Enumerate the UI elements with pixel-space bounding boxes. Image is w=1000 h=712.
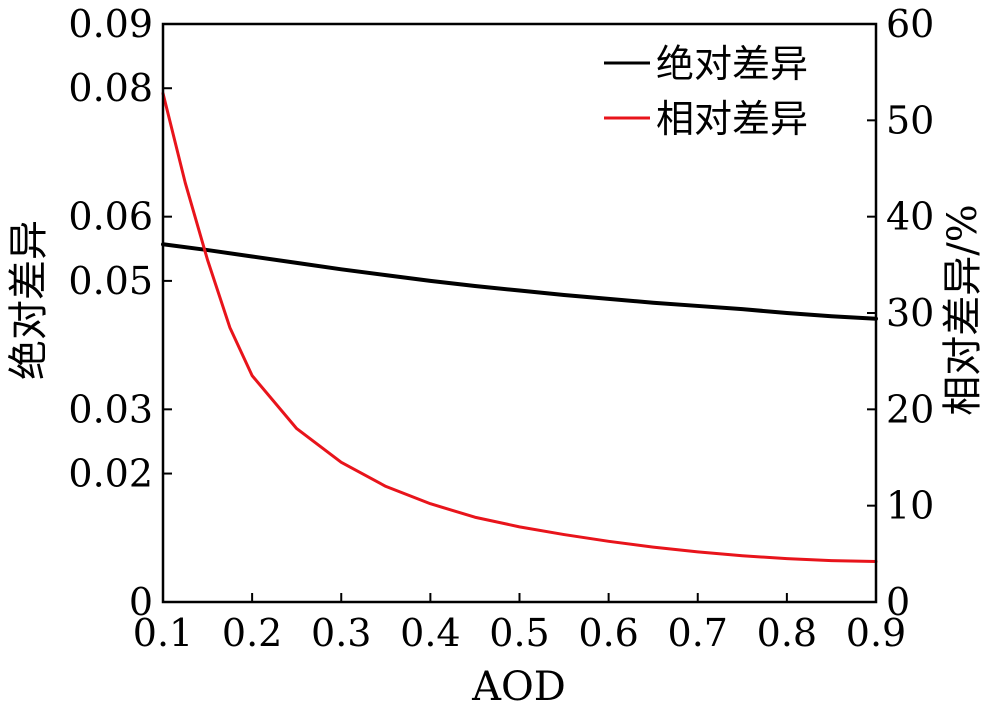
x-axis-title: AOD [471, 664, 566, 707]
x-tick-label: 0.3 [311, 611, 371, 655]
right-y-tick-label: 10 [886, 484, 934, 528]
x-tick-label: 0.4 [400, 611, 460, 655]
left-y-tick-label: 0.05 [68, 259, 153, 303]
left-y-tick-label: 0.09 [68, 2, 153, 46]
legend-label-relative: 相对差异 [656, 97, 808, 141]
right-y-tick-label: 50 [886, 98, 934, 142]
left-y-tick-label: 0.08 [68, 66, 153, 110]
x-tick-label: 0.1 [133, 611, 193, 655]
left-axis-title: 绝对差异 [6, 220, 52, 380]
right-axis-title: 相对差异/% [940, 204, 986, 415]
left-y-tick-label: 0.03 [68, 387, 153, 431]
x-tick-label: 0.6 [578, 611, 638, 655]
legend-label-absolute: 绝对差异 [656, 42, 808, 86]
x-tick-label: 0.5 [489, 611, 549, 655]
legend: 绝对差异 相对差异 [604, 42, 808, 141]
series-layer [161, 91, 878, 564]
right-y-tick-label: 0 [886, 580, 910, 624]
plot-frame [161, 22, 878, 604]
right-y-tick-label: 20 [886, 387, 934, 431]
left-y-tick-label: 0.02 [68, 452, 153, 496]
right-y-tick-label: 40 [886, 195, 934, 239]
x-tick-label: 0.2 [222, 611, 282, 655]
right-y-tick-label: 30 [886, 291, 934, 335]
tick-layer: 0.1 0.2 0.3 0.4 0.5 0.6 0.7 0.8 0.900.020.030.05… [68, 2, 934, 655]
left-y-tick-label: 0 [129, 580, 153, 624]
right-y-tick-label: 60 [886, 2, 934, 46]
absolute-difference-line [161, 242, 878, 321]
x-tick-label: 0.8 [757, 611, 817, 655]
left-y-tick-label: 0.06 [68, 195, 153, 239]
x-tick-label: 0.7 [668, 611, 728, 655]
relative-difference-line [161, 91, 878, 564]
x-tick-label: 0.9 [846, 611, 906, 655]
